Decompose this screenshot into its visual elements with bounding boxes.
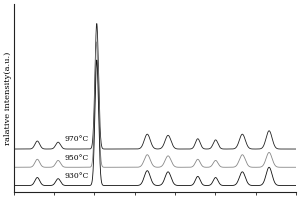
Text: 970°C: 970°C (64, 135, 88, 143)
Text: 930°C: 930°C (64, 172, 88, 180)
Text: 950°C: 950°C (64, 154, 88, 162)
Y-axis label: ralative intensity(a.u.): ralative intensity(a.u.) (4, 52, 12, 145)
